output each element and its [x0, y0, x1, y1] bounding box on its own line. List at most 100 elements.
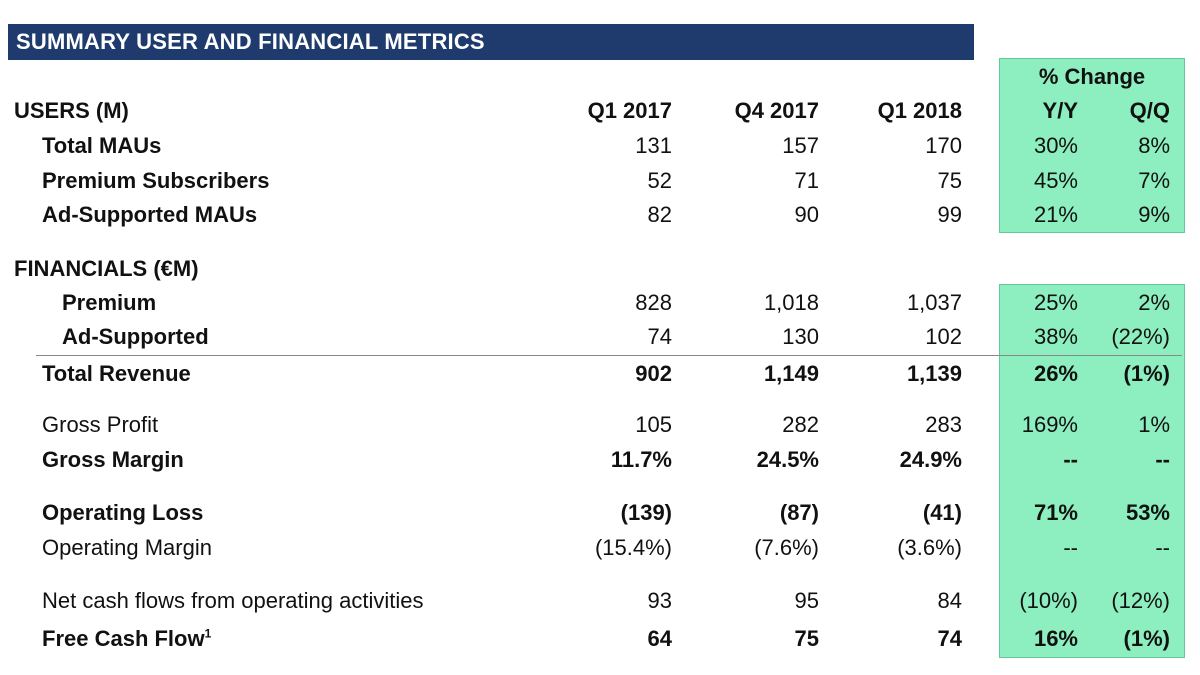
cell-qq: 53% — [1125, 500, 1170, 525]
financials-header-row: FINANCIALS (€M) — [0, 252, 1200, 286]
cell-q1-2018: 74 — [937, 626, 962, 651]
row-label: Premium Subscribers — [42, 168, 270, 193]
row-label: Gross Margin — [42, 447, 184, 472]
cell-q1-2017: 74 — [647, 324, 672, 349]
row-label-text: Free Cash Flow — [42, 626, 205, 651]
cell-q4-2017: 1,018 — [763, 290, 819, 315]
cell-q1-2018: 84 — [937, 588, 962, 613]
cell-qq: 2% — [1138, 290, 1170, 315]
row-label: Ad-Supported MAUs — [42, 202, 258, 227]
cell-qq: 9% — [1138, 202, 1170, 227]
table-row-ad-supported-maus: Ad-Supported MAUs 82 90 99 21% 9% — [0, 198, 1200, 232]
cell-q1-2018: 1,037 — [906, 290, 962, 315]
row-label: Net cash flows from operating activities — [42, 588, 424, 613]
cell-q1-2018: 170 — [925, 133, 962, 158]
cell-q4-2017: 71 — [794, 168, 819, 193]
cell-qq: (22%) — [1111, 324, 1170, 349]
users-header: USERS (M) — [14, 98, 129, 123]
cell-qq: 7% — [1138, 168, 1170, 193]
cell-yy: 21% — [1033, 202, 1078, 227]
cell-qq: -- — [1155, 447, 1170, 472]
cell-q1-2017: (139) — [620, 500, 672, 525]
cell-qq: (1%) — [1123, 626, 1170, 651]
table-row-total-revenue: Total Revenue 902 1,149 1,139 26% (1%) — [0, 357, 1200, 391]
row-label: Ad-Supported — [62, 324, 209, 349]
financials-header: FINANCIALS (€M) — [14, 256, 199, 281]
cell-yy: -- — [1063, 447, 1078, 472]
section-title-banner: SUMMARY USER AND FINANCIAL METRICS — [8, 24, 974, 60]
col-header-q1-2018: Q1 2018 — [877, 98, 962, 123]
header-row: USERS (M) Q1 2017 Q4 2017 Q1 2018 Y/Y Q/… — [0, 94, 1200, 128]
cell-q1-2017: 131 — [635, 133, 672, 158]
cell-qq: 8% — [1138, 133, 1170, 158]
cell-yy: 25% — [1033, 290, 1078, 315]
col-header-qq: Q/Q — [1129, 98, 1170, 123]
row-label: Premium — [62, 290, 157, 315]
cell-q1-2018: 283 — [925, 412, 962, 437]
cell-q4-2017: 75 — [794, 626, 819, 651]
cell-q1-2018: 1,139 — [906, 361, 962, 386]
table-row-ad-supported: Ad-Supported 74 130 102 38% (22%) — [0, 320, 1200, 354]
cell-q1-2017: 105 — [635, 412, 672, 437]
total-revenue-divider — [36, 355, 1182, 356]
cell-qq: 1% — [1138, 412, 1170, 437]
cell-q4-2017: 95 — [794, 588, 819, 613]
cell-q4-2017: 1,149 — [763, 361, 819, 386]
table-row-gross-profit: Gross Profit 105 282 283 169% 1% — [0, 408, 1200, 442]
pct-change-header: % Change — [1038, 64, 1146, 89]
cell-q4-2017: 90 — [794, 202, 819, 227]
cell-yy: 71% — [1033, 500, 1078, 525]
cell-q1-2018: 75 — [937, 168, 962, 193]
cell-yy: 16% — [1033, 626, 1078, 651]
table-row-free-cash-flow: Free Cash Flow1 64 75 74 16% (1%) — [0, 622, 1200, 656]
cell-q4-2017: 24.5% — [756, 447, 819, 472]
row-label: Operating Margin — [42, 535, 212, 560]
cell-qq: (12%) — [1111, 588, 1170, 613]
col-header-yy: Y/Y — [1042, 98, 1078, 123]
cell-q1-2017: 828 — [635, 290, 672, 315]
cell-q4-2017: 130 — [782, 324, 819, 349]
cell-q1-2018: (41) — [922, 500, 962, 525]
table-row-operating-margin: Operating Margin (15.4%) (7.6%) (3.6%) -… — [0, 531, 1200, 565]
cell-yy: (10%) — [1019, 588, 1078, 613]
cell-q1-2017: 11.7% — [610, 447, 672, 472]
row-label: Total MAUs — [42, 133, 162, 158]
cell-q1-2018: (3.6%) — [897, 535, 962, 560]
cell-q1-2017: (15.4%) — [594, 535, 672, 560]
table-row-premium-subscribers: Premium Subscribers 52 71 75 45% 7% — [0, 164, 1200, 198]
cell-yy: 169% — [1021, 412, 1078, 437]
cell-qq: -- — [1155, 535, 1170, 560]
cell-yy: -- — [1063, 535, 1078, 560]
cell-q1-2017: 82 — [647, 202, 672, 227]
table-row-net-cash-flows: Net cash flows from operating activities… — [0, 584, 1200, 618]
cell-q1-2017: 52 — [647, 168, 672, 193]
cell-qq: (1%) — [1123, 361, 1170, 386]
footnote-marker: 1 — [204, 626, 212, 641]
col-header-q4-2017: Q4 2017 — [734, 98, 819, 123]
cell-q1-2018: 102 — [925, 324, 962, 349]
row-label: Operating Loss — [42, 500, 204, 525]
cell-yy: 30% — [1033, 133, 1078, 158]
table-row-total-maus: Total MAUs 131 157 170 30% 8% — [0, 129, 1200, 163]
cell-yy: 38% — [1033, 324, 1078, 349]
cell-q1-2017: 64 — [647, 626, 672, 651]
table-row-operating-loss: Operating Loss (139) (87) (41) 71% 53% — [0, 496, 1200, 530]
cell-q4-2017: 282 — [782, 412, 819, 437]
row-label: Total Revenue — [42, 361, 191, 386]
row-label: Gross Profit — [42, 412, 159, 437]
cell-q1-2017: 93 — [647, 588, 672, 613]
cell-q4-2017: (87) — [779, 500, 819, 525]
cell-q1-2018: 99 — [937, 202, 962, 227]
cell-yy: 26% — [1033, 361, 1078, 386]
pct-change-box-financials — [999, 284, 1185, 658]
cell-q1-2018: 24.9% — [899, 447, 962, 472]
table-row-premium: Premium 828 1,018 1,037 25% 2% — [0, 286, 1200, 320]
table-row-gross-margin: Gross Margin 11.7% 24.5% 24.9% -- -- — [0, 443, 1200, 477]
row-label: Free Cash Flow1 — [42, 622, 211, 656]
pct-change-box-users — [999, 58, 1185, 233]
cell-q1-2017: 902 — [635, 361, 672, 386]
cell-yy: 45% — [1033, 168, 1078, 193]
cell-q4-2017: (7.6%) — [754, 535, 819, 560]
cell-q4-2017: 157 — [782, 133, 819, 158]
col-header-q1-2017: Q1 2017 — [587, 98, 672, 123]
